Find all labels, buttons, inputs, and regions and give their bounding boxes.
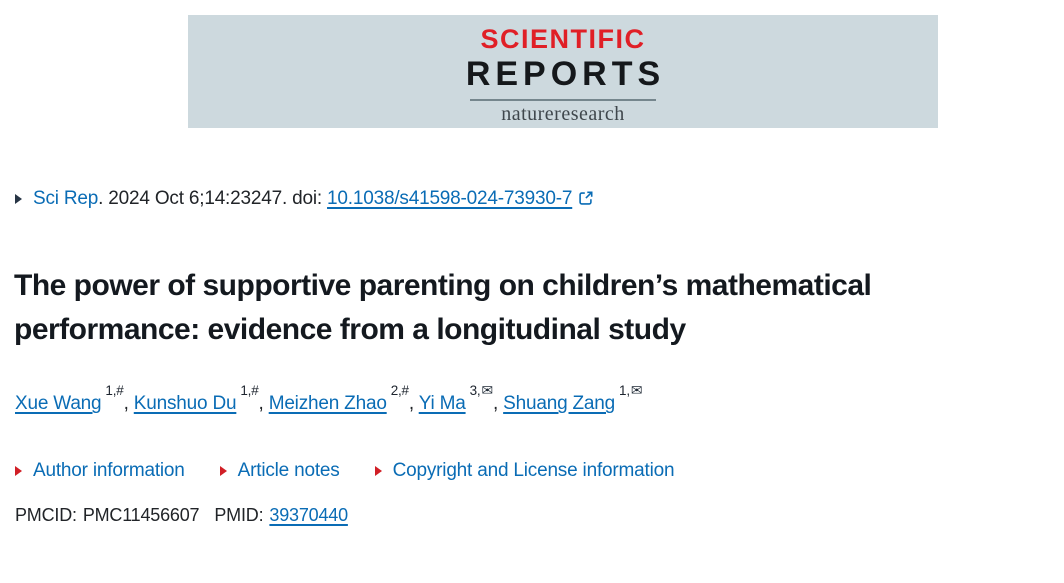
external-link-icon[interactable]: [578, 190, 594, 206]
journal-banner: SCIENTIFIC REPORTS natureresearch: [188, 15, 938, 128]
meta-link-label[interactable]: Article notes: [237, 460, 340, 481]
publisher-logo: natureresearch: [501, 103, 625, 125]
pmcid-value: PMC11456607: [82, 505, 200, 525]
meta-link-author-information[interactable]: Author information: [15, 460, 185, 482]
citation-line: Sci Rep. 2024 Oct 6;14:23247. doi: 10.10…: [15, 188, 594, 210]
meta-link-article-notes[interactable]: Article notes: [219, 460, 340, 482]
author-separator: ,: [492, 393, 504, 415]
envelope-icon: ✉: [630, 383, 643, 399]
pmcid-label: PMCID:: [15, 505, 77, 525]
author-superscript-text: 3,: [469, 383, 481, 398]
author-superscript: 1,✉: [619, 383, 643, 399]
article-title: The power of supportive parenting on chi…: [14, 269, 872, 346]
author-link[interactable]: Meizhen Zhao: [268, 393, 387, 415]
logo-divider-rule: [470, 99, 656, 101]
author-superscript: 1,#: [240, 383, 259, 398]
disclosure-triangle-icon: [219, 466, 227, 476]
author-superscript: 3,✉: [469, 383, 494, 399]
disclosure-triangle-icon: [374, 466, 382, 476]
article-meta-links: Author information Article notes Copyrig…: [15, 460, 675, 482]
author-link[interactable]: Yi Ma: [418, 393, 466, 415]
author-superscript-text: 1,: [619, 383, 630, 398]
identifier-row: PMCID: PMC11456607 PMID: 39370440: [15, 505, 348, 526]
journal-link[interactable]: Sci Rep: [33, 188, 99, 209]
disclosure-triangle-icon: [15, 466, 22, 476]
author-separator: ,: [123, 393, 134, 415]
citation-text: Sci Rep. 2024 Oct 6;14:23247. doi: 10.10…: [33, 188, 594, 210]
author-item: Meizhen Zhao2,#,: [268, 383, 419, 415]
citation-details: . 2024 Oct 6;14:23247. doi:: [98, 188, 328, 209]
author-link[interactable]: Kunshuo Du: [133, 393, 237, 415]
author-superscript: 2,#: [390, 383, 409, 398]
meta-link-label[interactable]: Author information: [33, 460, 185, 481]
author-superscript: 1,#: [105, 383, 124, 398]
author-item: Yi Ma3,✉,: [418, 383, 504, 415]
journal-logo-reports: REPORTS: [465, 55, 666, 93]
author-list: Xue Wang1,#, Kunshuo Du1,#, Meizhen Zhao…: [15, 383, 643, 415]
author-item: Kunshuo Du1,#,: [133, 383, 269, 415]
journal-logo-scientific: SCIENTIFIC: [480, 24, 646, 54]
meta-link-copyright-license[interactable]: Copyright and License information: [374, 460, 675, 482]
author-separator: ,: [258, 393, 269, 415]
envelope-icon: ✉: [481, 383, 493, 399]
author-link[interactable]: Shuang Zang: [503, 393, 616, 415]
doi-link[interactable]: 10.1038/s41598-024-73930-7: [327, 188, 573, 209]
author-link[interactable]: Xue Wang: [15, 393, 102, 415]
citation-bullet-icon: [15, 194, 22, 204]
author-separator: ,: [408, 393, 419, 415]
pmid-link[interactable]: 39370440: [269, 505, 348, 525]
author-item: Shuang Zang1,✉: [503, 383, 642, 415]
pmid-label: PMID:: [214, 505, 264, 525]
meta-link-label[interactable]: Copyright and License information: [392, 460, 675, 481]
author-item: Xue Wang1,#,: [15, 383, 134, 415]
